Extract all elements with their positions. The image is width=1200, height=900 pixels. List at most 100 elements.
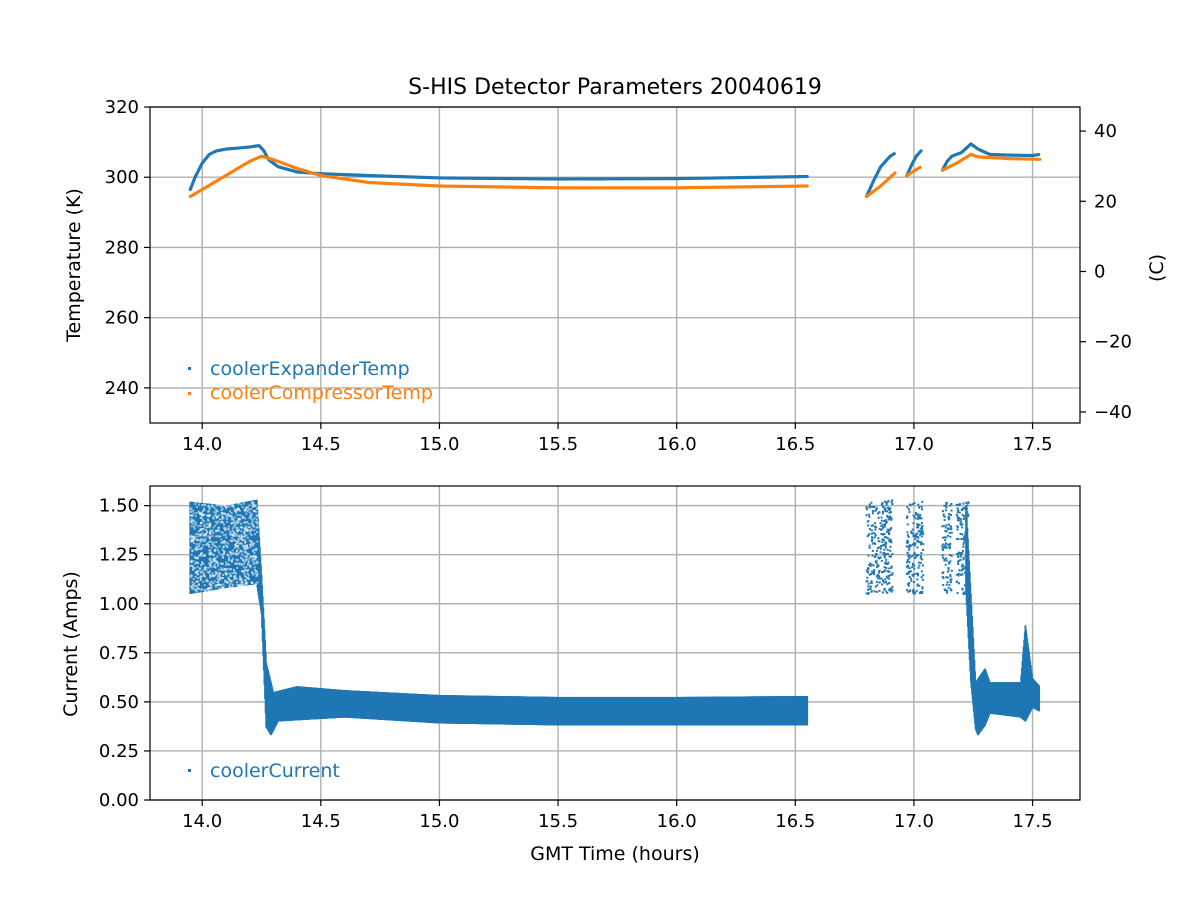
current-noise-gap [254, 533, 257, 536]
current-noise-gap [253, 566, 256, 569]
current-noise-gap [201, 569, 204, 572]
current-burst-point [955, 513, 958, 516]
current-burst-point [887, 506, 889, 509]
current-noise-gap [203, 589, 206, 592]
current-burst-point [916, 572, 919, 575]
current-noise-gap [212, 558, 215, 560]
current-burst-point [877, 577, 880, 580]
x-tick-label: 17.0 [894, 434, 934, 455]
current-noise-gap [216, 510, 219, 513]
current-burst-point [884, 507, 887, 510]
current-burst-point [944, 509, 947, 512]
current-noise-gap [225, 573, 228, 576]
current-burst-point [883, 525, 886, 528]
current-burst-point [890, 587, 893, 590]
current-noise-gap [207, 504, 210, 507]
current-noise-gap [220, 509, 223, 512]
current-burst-point [962, 538, 965, 541]
current-noise-gap [247, 574, 250, 577]
current-noise-gap [224, 572, 227, 574]
current-noise-gap [227, 576, 230, 579]
current-noise-gap [251, 559, 254, 562]
current-burst-point [959, 521, 962, 524]
current-noise-gap [253, 517, 256, 520]
current-burst-point [881, 591, 884, 594]
current-noise-gap [200, 521, 203, 524]
current-burst-point [945, 536, 948, 539]
current-noise-gap [205, 531, 208, 534]
data-points-coolerExpanderTemp [905, 149, 923, 178]
current-noise-gap [217, 504, 220, 507]
current-burst-point [880, 516, 883, 519]
current-noise-gap [192, 522, 195, 525]
current-noise-gap [253, 558, 256, 561]
current-burst-point [962, 556, 965, 559]
current-noise-gap [235, 549, 238, 552]
current-noise-gap [200, 572, 203, 574]
current-noise-gap [255, 510, 258, 513]
current-noise-gap [191, 585, 194, 588]
current-noise-gap [220, 563, 223, 565]
current-noise-gap [199, 529, 202, 532]
x-tick-label: 14.5 [301, 434, 341, 455]
current-noise-gap [195, 590, 198, 593]
current-burst-point [941, 548, 944, 551]
current-noise-gap [215, 535, 218, 538]
current-burst-point [881, 538, 884, 541]
current-burst-point [868, 573, 871, 576]
current-burst-point [961, 523, 964, 526]
current-noise-gap [242, 559, 244, 562]
current-burst-point [944, 589, 946, 592]
current-noise-gap [235, 577, 238, 580]
current-burst-point [874, 525, 877, 528]
current-burst-point [949, 504, 952, 507]
current-noise-gap [229, 533, 232, 536]
current-burst-point [872, 524, 874, 527]
current-noise-gap [224, 580, 227, 583]
current-noise-gap [235, 533, 238, 536]
current-noise-gap [247, 508, 250, 511]
current-burst-point [878, 575, 881, 578]
current-burst-point [961, 573, 964, 576]
current-burst-point [883, 554, 886, 557]
current-noise-gap [236, 540, 239, 543]
current-noise-gap [242, 545, 245, 548]
current-noise-gap [244, 541, 247, 543]
current-burst-point [868, 515, 871, 518]
current-burst-point [906, 515, 909, 518]
current-noise-gap [229, 539, 232, 542]
current-noise-gap [254, 568, 256, 571]
current-burst-point [875, 508, 878, 511]
current-noise-gap [216, 555, 219, 558]
current-noise-gap [194, 562, 197, 565]
current-noise-gap [192, 538, 195, 541]
current-noise-gap [237, 538, 240, 540]
current-burst-point [880, 577, 883, 580]
current-noise-gap [224, 541, 227, 544]
current-noise-gap [194, 514, 197, 517]
current-noise-gap [212, 516, 214, 519]
current-noise-gap [234, 511, 237, 514]
current-burst-point [911, 566, 914, 569]
current-burst-point [891, 572, 894, 575]
current-burst-point [885, 580, 888, 583]
current-burst-point [916, 523, 919, 526]
current-burst-point [867, 524, 870, 527]
current-burst-point [878, 571, 880, 574]
current-noise-gap [195, 506, 198, 509]
current-noise-gap [206, 580, 209, 583]
current-noise-gap [244, 551, 246, 554]
current-burst-point [941, 576, 944, 578]
current-burst-point [920, 522, 923, 525]
current-burst-point [889, 549, 892, 552]
current-noise-gap [221, 553, 224, 556]
current-noise-gap [252, 525, 255, 528]
current-noise-gap [243, 574, 246, 577]
current-burst-point [888, 539, 891, 542]
current-noise-gap [202, 528, 205, 530]
current-burst-point [967, 552, 970, 555]
current-burst-point [873, 506, 876, 509]
current-burst-point [948, 545, 951, 548]
current-burst-point [910, 544, 913, 547]
current-burst-point [886, 591, 889, 594]
